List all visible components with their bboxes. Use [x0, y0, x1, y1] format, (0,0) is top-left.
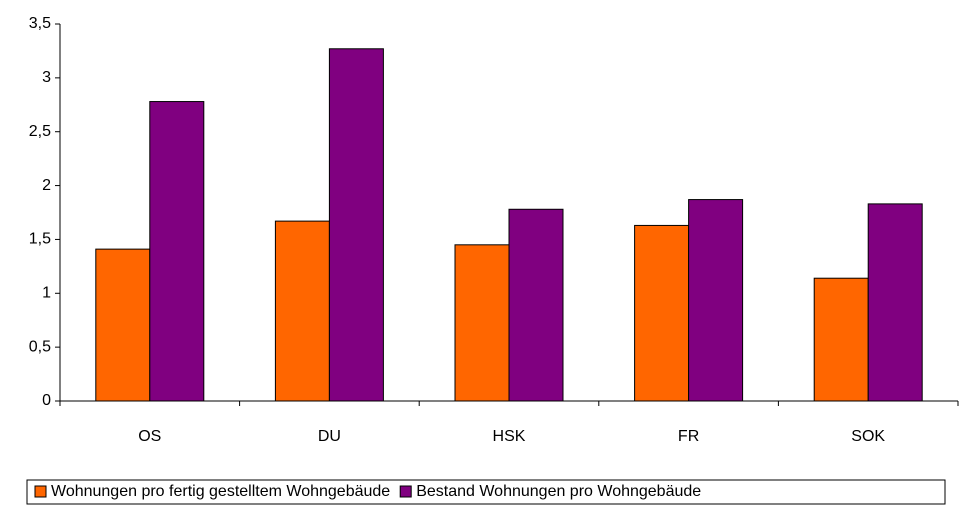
bar [508, 208, 564, 402]
y-tick-label: 0,5 [29, 338, 51, 355]
bar [149, 101, 205, 402]
x-tick-label: HSK [493, 428, 526, 445]
bar [274, 220, 330, 402]
y-tick-label: 2 [42, 177, 51, 194]
bar [867, 203, 923, 402]
x-tick-label: FR [678, 428, 699, 445]
y-tick-label: 0 [42, 392, 51, 409]
x-tick-label: OS [138, 428, 161, 445]
x-tick-label: DU [318, 428, 341, 445]
bar [813, 277, 869, 402]
x-tick-label: SOK [851, 428, 885, 445]
bar [634, 224, 690, 402]
bar [688, 199, 744, 402]
bar [454, 244, 510, 402]
y-tick-label: 1,5 [29, 231, 51, 248]
y-tick-label: 2,5 [29, 123, 51, 140]
bar [328, 48, 384, 402]
legend-label: Bestand Wohnungen pro Wohngebäude [416, 483, 701, 500]
legend-label: Wohnungen pro fertig gestelltem Wohngebä… [51, 483, 390, 500]
legend-swatch [399, 485, 412, 498]
bar [95, 248, 151, 402]
y-tick-label: 1 [42, 285, 51, 302]
legend-box [26, 479, 946, 505]
legend-swatch [34, 485, 47, 498]
y-tick-label: 3,5 [29, 15, 51, 32]
y-tick-label: 3 [42, 69, 51, 86]
